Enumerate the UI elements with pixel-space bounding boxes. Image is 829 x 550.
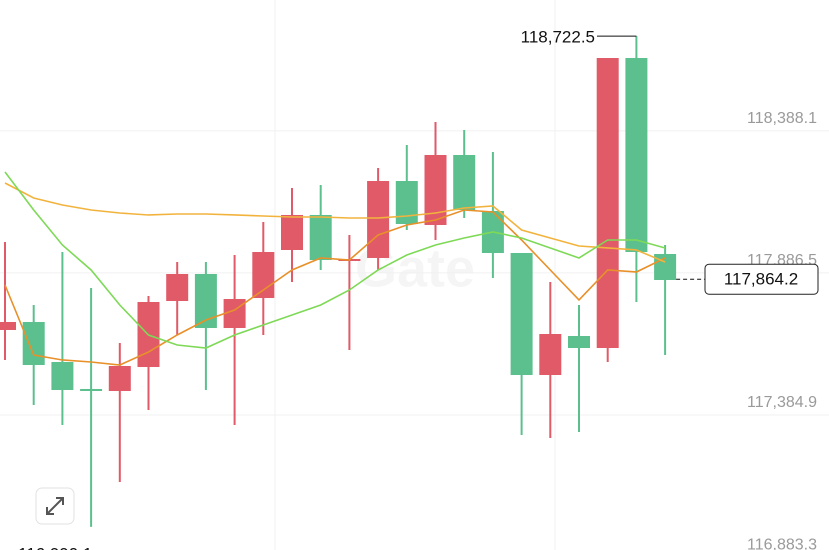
candle-body: [424, 154, 447, 225]
candle-body: [51, 361, 74, 391]
y-tick-label: 117,384.9: [747, 394, 817, 411]
low-label: 116,990.1: [18, 544, 92, 550]
candle-body: [80, 388, 103, 391]
candle-body: [309, 214, 332, 260]
candle-body: [654, 253, 677, 280]
y-tick-label: 118,388.1: [747, 110, 817, 127]
candle-body: [367, 180, 390, 258]
expand-button[interactable]: [35, 487, 75, 525]
last-price-box: [704, 263, 819, 295]
candle-body: [510, 252, 533, 375]
candle-body: [395, 180, 418, 224]
candle-body: [596, 58, 619, 348]
expand-icon: [46, 497, 64, 515]
candle-body: [0, 321, 16, 330]
candle-body: [539, 334, 562, 375]
high-label: 118,722.5: [521, 28, 595, 47]
y-tick-label: 116,883.3: [747, 536, 817, 550]
candle-body: [453, 154, 476, 211]
candle-body: [108, 365, 131, 391]
candle-body: [568, 335, 590, 348]
candle-body: [166, 273, 189, 302]
candle-body: [281, 214, 303, 250]
candle-body: [252, 252, 275, 299]
ma-line: [4, 171, 666, 349]
candle-body: [22, 321, 45, 365]
candle-body: [194, 273, 217, 329]
last-price-label: 117,864.2: [724, 270, 798, 289]
ma-line: [4, 182, 666, 263]
ma-line: [4, 209, 666, 366]
candle-body: [625, 58, 648, 253]
